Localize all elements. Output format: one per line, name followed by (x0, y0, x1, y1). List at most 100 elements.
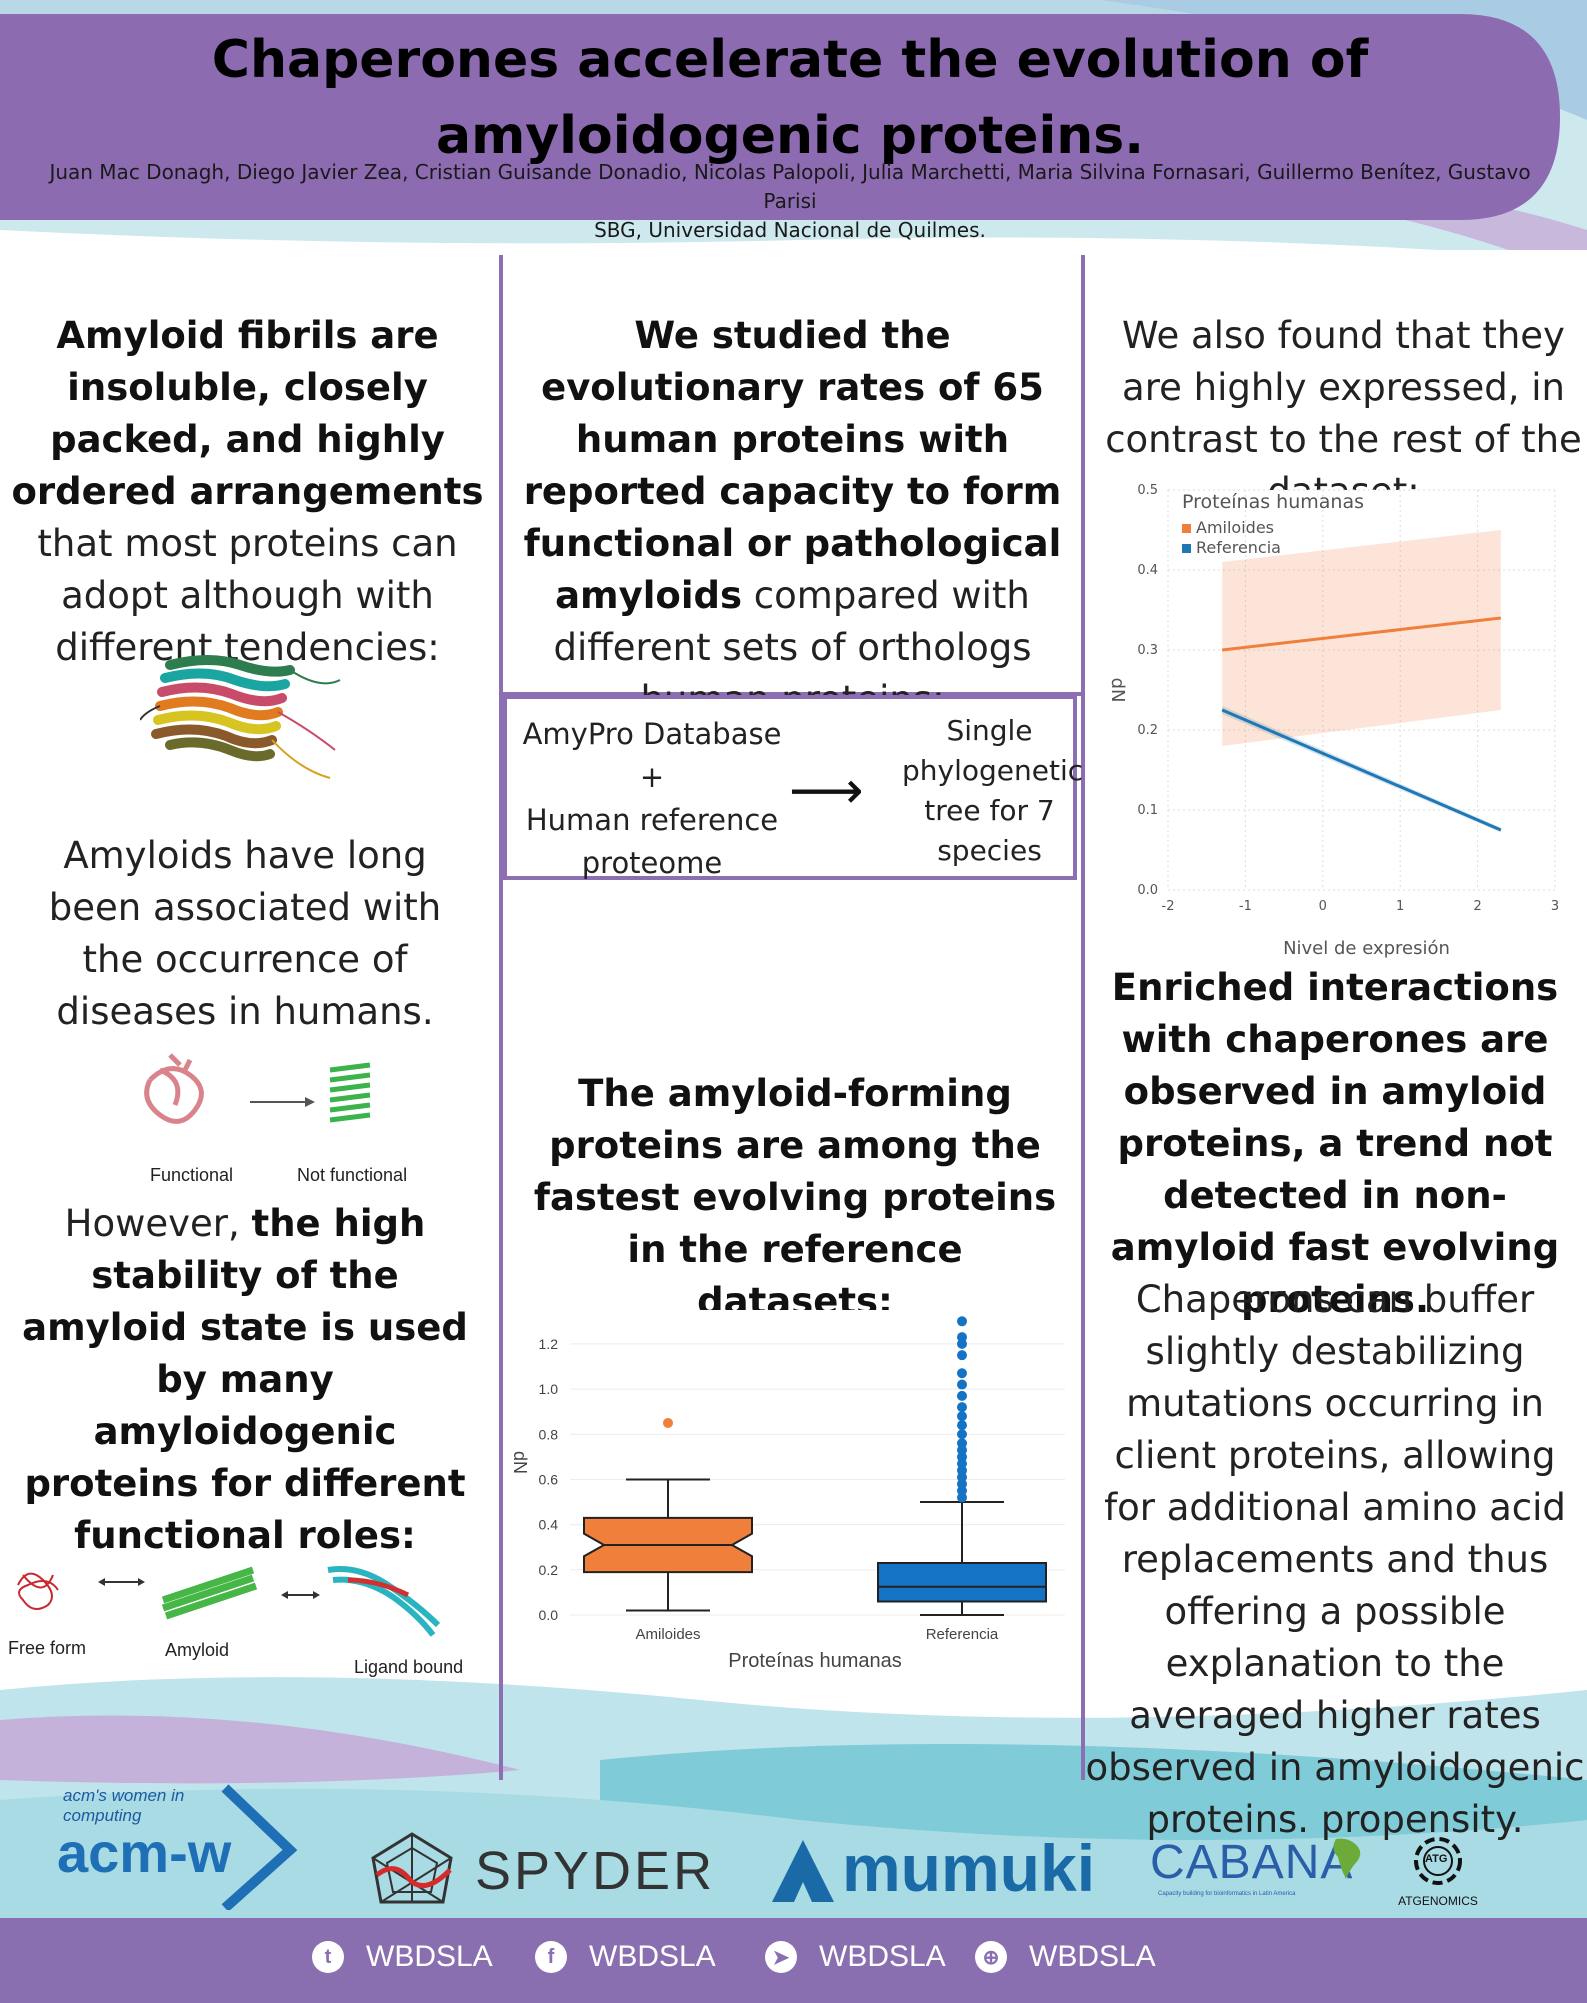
x-tick-label: 3 (1551, 899, 1559, 914)
y-tick-label: 1.2 (539, 1336, 559, 1352)
atg-badge-icon (1414, 1837, 1462, 1885)
outlier-point (957, 1368, 967, 1379)
y-tick-label: 0.0 (539, 1607, 559, 1623)
series-line (1221, 708, 1502, 832)
outlier-point (957, 1379, 967, 1390)
mumuki-text: mumuki (842, 1831, 1096, 1905)
amyloid-fibril-illustration (140, 655, 341, 779)
x-tick-label: Amiloides (635, 1626, 700, 1643)
expression-line-chart: -2 -1 0 1 2 3 0.0 0.1 0.2 0.3 0.4 0.5 Proteínas huma… (1107, 483, 1559, 959)
series-line (1222, 616, 1501, 652)
plot-area (1168, 490, 1555, 890)
y-tick-label: 0.0 (1137, 883, 1158, 898)
social-label: WBDSLA (366, 1940, 493, 1973)
middle-fastest-text: The amyloid-forming proteins are among t… (525, 1068, 1065, 1328)
author-list: Juan Mac Donagh, Diego Javier Zea, Crist… (40, 158, 1540, 245)
caption-not-functional: Not functional (297, 1165, 408, 1185)
social-twitter[interactable]: t WBDSLA (312, 1940, 493, 1974)
y-tick-label: 0.2 (539, 1562, 559, 1578)
outlier-point (957, 1390, 967, 1401)
caption-functional: Functional (150, 1165, 234, 1185)
caption-amyloid: Amyloid (165, 1640, 230, 1660)
poster-title: Chaperones accelerate the evolution of a… (211, 30, 1369, 166)
acmw-logo: acm's women in computing acm-w (55, 1780, 315, 1910)
mumuki-triangle-icon (772, 1840, 834, 1902)
acmw-chevron-icon (221, 1784, 298, 1910)
authors: Juan Mac Donagh, Diego Javier Zea, Crist… (49, 160, 1531, 213)
human-proteome-label: Human reference proteome (525, 803, 779, 880)
middle-fastest-bold: The amyloid-forming proteins are among t… (533, 1072, 1057, 1323)
y-tick-label: 0.6 (539, 1471, 559, 1487)
left-intro-rest: that most proteins can adopt although wi… (37, 522, 458, 669)
legend-swatch (1182, 544, 1191, 553)
arrow-right-icon: ⟶ (789, 761, 864, 821)
pipeline-box: AmyPro Database + Human reference proteo… (503, 695, 1084, 880)
y-axis-label: dN (1107, 678, 1128, 703)
x-tick-label: Referencia (926, 1626, 999, 1643)
box (877, 1562, 1047, 1603)
social-label: WBDSLA (589, 1940, 716, 1973)
x-tick-label: 2 (1473, 899, 1481, 914)
column-divider-left (499, 255, 503, 1780)
x-tick-label: 0 (1319, 899, 1327, 914)
outlier-point (957, 1429, 967, 1440)
caption-free-form: Free form (8, 1638, 87, 1658)
outlier-point (957, 1420, 967, 1431)
atg-text: ATGENOMICS (1398, 1894, 1478, 1908)
outlier-point (663, 1417, 673, 1428)
y-tick-label: 0.2 (1137, 723, 1158, 738)
cabana-text: CABANA (1150, 1836, 1354, 1889)
y-tick-label: 0.5 (1137, 483, 1158, 498)
cabana-subtitle: Capacity building for bioinformatics in … (1158, 1891, 1296, 1897)
social-facebook[interactable]: f WBDSLA (535, 1940, 716, 1974)
left-stability-bold: the high stability of the amyloid state … (22, 1202, 468, 1557)
outlier-point (957, 1316, 967, 1327)
left-stability-pre: However, (64, 1202, 252, 1245)
caption-ligand-bound: Ligand bound (354, 1657, 464, 1677)
legend-label: Referencia (1196, 538, 1281, 557)
y-tick-label: 0.8 (539, 1426, 559, 1442)
social-label: WBDSLA (819, 1940, 946, 1973)
legend-swatch (1182, 524, 1191, 533)
y-axis-label: dN (510, 1451, 530, 1474)
pipeline-inputs: AmyPro Database + Human reference proteo… (517, 713, 787, 885)
x-tick-label: 1 (1396, 899, 1404, 914)
atgenomics-logo: ATG ATGENOMICS (1393, 1830, 1483, 1915)
latin-america-icon (1333, 1838, 1361, 1879)
spyder-logo: SPYDER (365, 1830, 715, 1910)
chart-title: Proteínas humanas (1182, 491, 1364, 513)
middle-divider-horizontal (499, 692, 1085, 696)
social-label: WBDSLA (1029, 1940, 1156, 1973)
y-tick-label: 0.1 (1137, 803, 1158, 818)
social-web[interactable]: ⊕ WBDSLA (975, 1940, 1156, 1974)
left-stability-text: However, the high stability of the amylo… (10, 1198, 480, 1562)
right-buffer-text: Chaperons can buffer slightly destabiliz… (1085, 1278, 1585, 1841)
spyder-web-icon (371, 1832, 453, 1904)
functional-vs-nonfunctional-illustration (144, 1053, 371, 1124)
legend-label: Amiloides (1196, 518, 1274, 537)
affiliation: SBG, Universidad Nacional de Quilmes. (594, 218, 986, 242)
x-tick-label: -2 (1162, 899, 1175, 914)
phylogenetic-tree-label: Single phylogenetic tree for 7 species (902, 714, 1084, 867)
left-disease-text: Amyloids have long been associated with … (48, 834, 442, 1033)
outlier-point (957, 1411, 967, 1422)
facebook-icon: f (535, 1941, 567, 1973)
dn-boxplot-chart: 0.0 0.2 0.4 0.6 0.8 1.0 1.2 Amiloides Referencia… (510, 1310, 1065, 1672)
right-chaperone-text: Enriched interactions with chaperones ar… (1085, 962, 1585, 1326)
y-tick-label: 1.0 (539, 1381, 559, 1397)
telegram-icon: ➤ (765, 1941, 797, 1973)
plus-label: + (639, 760, 665, 794)
atg-badge-text: ATG (1425, 1853, 1448, 1865)
outlier-point (957, 1332, 967, 1343)
confidence-band (1222, 530, 1501, 746)
x-tick-label: -1 (1239, 899, 1252, 914)
cabana-logo: CABANA Capacity building for bioinformat… (1150, 1835, 1380, 1905)
middle-study-bold: We studied the evolutionary rates of 65 … (523, 314, 1062, 617)
x-axis-label: Nivel de expresión (1283, 938, 1450, 959)
y-tick-label: 0.4 (1137, 563, 1158, 578)
right-expression-text: We also found that they are highly expre… (1105, 314, 1582, 513)
acmw-small-text: acm's women in computing (63, 1786, 185, 1825)
social-telegram[interactable]: ➤ WBDSLA (765, 1940, 946, 1974)
spyder-text: SPYDER (475, 1841, 716, 1901)
